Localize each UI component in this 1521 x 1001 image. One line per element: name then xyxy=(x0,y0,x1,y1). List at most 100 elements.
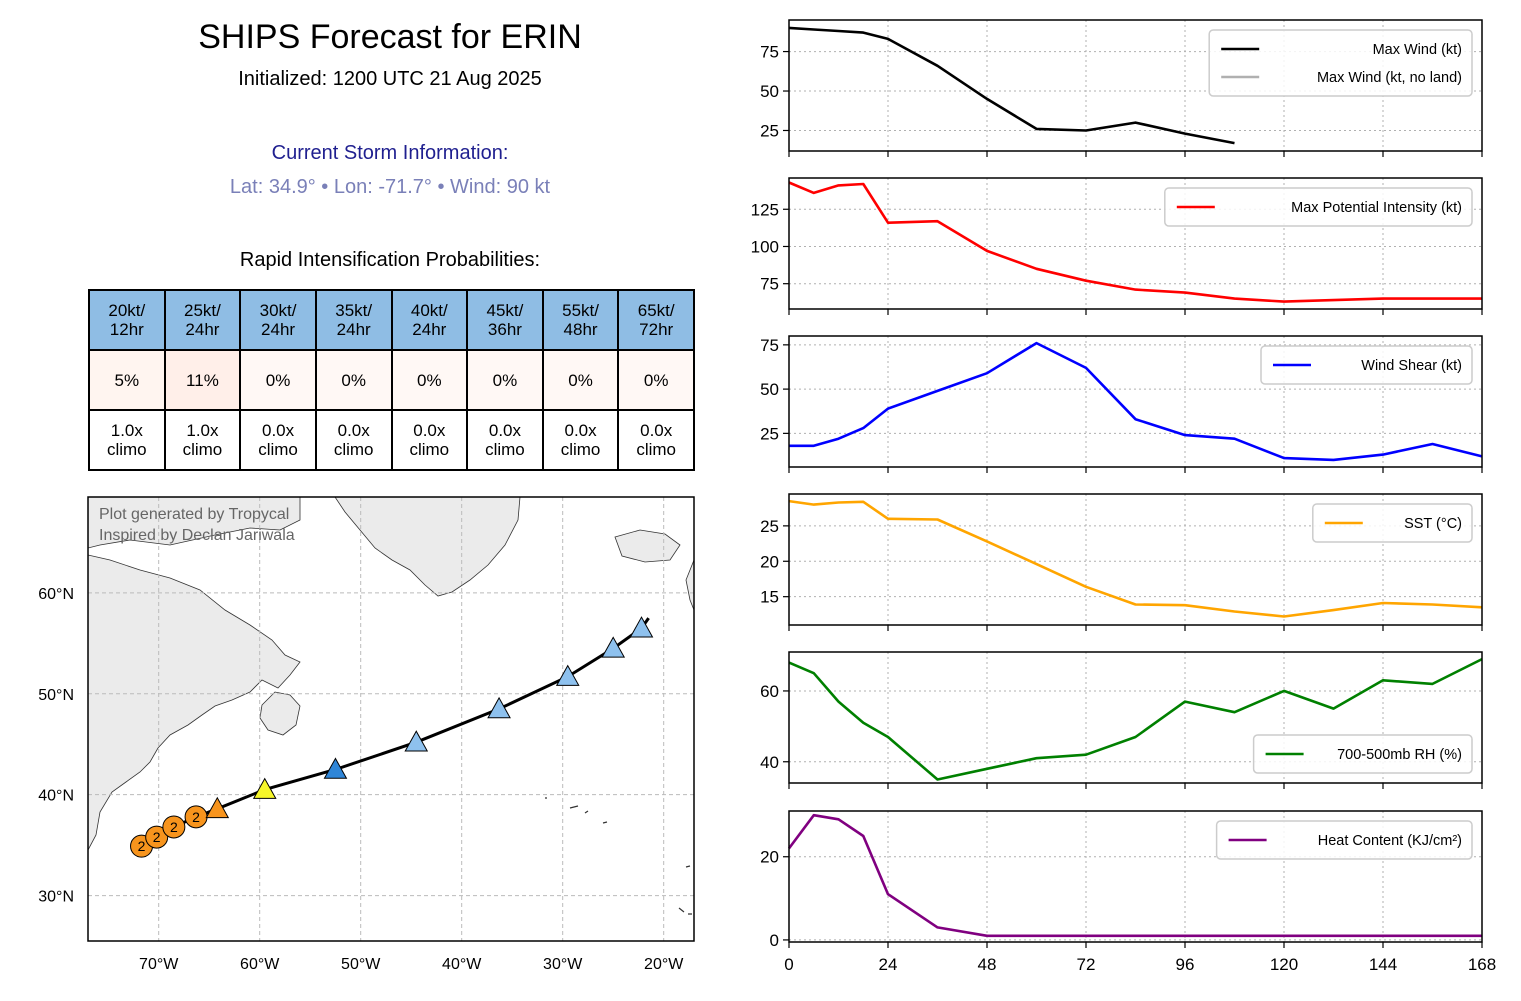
map-frame xyxy=(87,496,695,942)
ri-climo-cell: 0.0x climo xyxy=(314,409,393,471)
ri-climo-cell: 0.0x climo xyxy=(617,409,695,471)
track-point-triangle xyxy=(323,757,348,779)
x-tick-label: 96 xyxy=(1176,955,1195,974)
legend-label: Max Wind (kt) xyxy=(1373,42,1462,58)
y-tick-label: 20 xyxy=(760,552,779,571)
legend-box xyxy=(1312,503,1473,543)
ri-threshold-cell: 30kt/24hr xyxy=(239,289,317,351)
legend-label: Max Potential Intensity (kt) xyxy=(1291,200,1462,216)
legend-label: SST (°C) xyxy=(1404,516,1462,532)
land-shapes xyxy=(88,497,694,915)
lon-tick-label: 70°W xyxy=(139,956,179,973)
lat-tick-label: 50°N xyxy=(38,687,74,704)
x-tick-label: 168 xyxy=(1468,955,1496,974)
lat-tick-label: 60°N xyxy=(38,586,74,603)
ri-threshold-cell: 55kt/48hr xyxy=(541,289,620,351)
y-tick-label: 25 xyxy=(760,424,779,443)
legend: Max Wind (kt) Max Wind (kt, no land) xyxy=(1208,29,1473,97)
x-tick-label: 48 xyxy=(978,955,997,974)
y-tick-label: 100 xyxy=(751,237,779,256)
ri-probability-table: 20kt/12hr 25kt/24hr 30kt/24hr 35kt/24hr … xyxy=(88,289,695,471)
series-line xyxy=(788,181,1482,303)
ri-probability-cell: 0% xyxy=(541,349,620,411)
storm-info-values: Lat: 34.9° • Lon: -71.7° • Wind: 90 kt xyxy=(229,176,551,198)
panel-frame xyxy=(788,810,1483,943)
legend-box xyxy=(1252,734,1473,774)
x-tick-label: 0 xyxy=(784,955,793,974)
legend-label: Wind Shear (kt) xyxy=(1361,358,1462,374)
lon-tick-label: 50°W xyxy=(341,956,381,973)
newfoundland-land xyxy=(259,691,301,736)
y-tick-label: 60 xyxy=(760,682,779,701)
legend-box xyxy=(1260,345,1473,385)
map-gridlines xyxy=(88,497,694,941)
track-point-triangle xyxy=(252,777,277,799)
track-point-category: 2 xyxy=(138,838,146,854)
ri-probability-cell: 5% xyxy=(88,349,166,411)
panel-frame xyxy=(788,335,1483,468)
legend-box xyxy=(1164,187,1473,227)
ri-climo-cell: 0.0x climo xyxy=(466,409,544,471)
ri-threshold-cell: 25kt/24hr xyxy=(163,289,242,351)
ri-threshold-cell: 45kt/36hr xyxy=(466,289,544,351)
legend: Heat Content (KJ/cm²) xyxy=(1215,820,1473,860)
y-tick-label: 75 xyxy=(760,275,779,294)
y-tick-label: 75 xyxy=(760,336,779,355)
legend-box xyxy=(1208,29,1473,97)
lon-tick-label: 40°W xyxy=(442,956,482,973)
north-america-land xyxy=(88,554,301,851)
storm-info-heading: Current Storm Information: xyxy=(271,142,509,164)
map-tick-labels: 30°N 40°N 50°N 60°N 70°W 60°W 50°W 40°W 30°W 20°W xyxy=(38,586,684,973)
ri-probability-cell: 0% xyxy=(390,349,469,411)
track-point-triangle xyxy=(601,636,626,658)
panel-frame xyxy=(788,177,1483,310)
ri-probability-row: 5% 11% 0% 0% 0% 0% 0% 0% xyxy=(88,349,695,411)
ri-header-row: 20kt/12hr 25kt/24hr 30kt/24hr 35kt/24hr … xyxy=(88,289,695,351)
initialized-time: Initialized: 1200 UTC 21 Aug 2025 xyxy=(238,68,542,90)
series-line xyxy=(789,341,1483,462)
greenland-land xyxy=(334,497,521,597)
legend-label: Heat Content (KJ/cm²) xyxy=(1318,833,1462,849)
x-tick-label: 120 xyxy=(1270,955,1298,974)
lon-tick-label: 60°W xyxy=(240,956,280,973)
y-tick-label: 15 xyxy=(760,588,779,607)
ri-threshold-cell: 40kt/24hr xyxy=(390,289,469,351)
ri-threshold-cell: 65kt/72hr xyxy=(617,289,695,351)
ri-probability-cell: 0% xyxy=(314,349,393,411)
series-line xyxy=(788,499,1483,618)
panel-frame xyxy=(788,493,1483,626)
y-tick-label: 50 xyxy=(760,380,779,399)
legend-label: Max Wind (kt, no land) xyxy=(1317,70,1462,86)
lat-tick-label: 40°N xyxy=(38,788,74,805)
x-tick-label: 24 xyxy=(879,955,898,974)
y-tick-label: 75 xyxy=(760,43,779,62)
azores-islands xyxy=(545,797,608,824)
ri-threshold-cell: 20kt/12hr xyxy=(88,289,166,351)
y-tick-label: 40 xyxy=(760,753,779,772)
track-point-category: 2 xyxy=(170,819,178,835)
y-tick-label: 0 xyxy=(770,931,779,950)
y-tick-label: 20 xyxy=(760,848,779,867)
series-line xyxy=(788,657,1483,781)
y-tick-label: 25 xyxy=(760,517,779,536)
track-point-triangle xyxy=(555,664,580,686)
x-tick-label: 72 xyxy=(1077,955,1096,974)
track-point-circle xyxy=(145,825,169,849)
lat-tick-label: 30°N xyxy=(38,889,74,906)
ri-climo-row: 1.0x climo 1.0x climo 0.0x climo 0.0x climo … xyxy=(88,409,695,471)
legend: SST (°C) xyxy=(1312,503,1473,543)
track-point-triangle xyxy=(205,796,230,819)
ri-climo-cell: 0.0x climo xyxy=(390,409,469,471)
chart-title: SHIPS Forecast for ERIN xyxy=(198,18,582,56)
europe-land xyxy=(685,559,694,611)
time-series-panels: 25 50 75 Max Wind (kt) Max Wind (kt, no land… xyxy=(751,19,1496,974)
ri-climo-cell: 1.0x climo xyxy=(163,409,242,471)
track-point-category: 2 xyxy=(153,829,161,845)
track-point-circle xyxy=(162,815,186,839)
panel-1: 25 50 75 Max Wind (kt) Max Wind (kt, no land… xyxy=(760,19,1483,157)
baffin-land xyxy=(88,497,301,549)
ri-climo-cell: 0.0x climo xyxy=(541,409,620,471)
ri-probability-cell: 0% xyxy=(466,349,544,411)
